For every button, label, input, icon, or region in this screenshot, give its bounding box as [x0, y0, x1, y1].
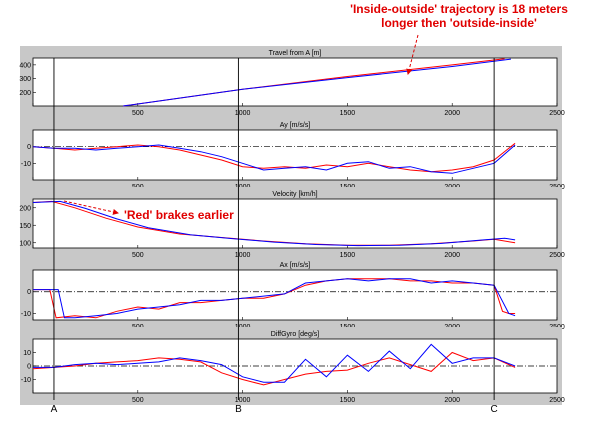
plot-area [32, 269, 558, 321]
y-tick-label: 0 [27, 144, 31, 151]
plot-area [32, 198, 558, 249]
series-line-blue [123, 58, 511, 107]
x-tick-label: 1000 [235, 252, 251, 259]
series-line-blue [32, 200, 516, 247]
trajectory-annotation-line2: longer then 'outside-inside' [381, 16, 537, 30]
y-tick-label: -10 [21, 311, 31, 318]
y-tick-label: 200 [19, 90, 31, 97]
x-tick-label: 2500 [549, 397, 565, 404]
plot-area [32, 129, 558, 181]
series-line-red [32, 142, 516, 173]
trajectory-arrow [406, 34, 419, 75]
x-tick-label: 2000 [444, 110, 460, 117]
panel-title: Ax [m/s/s] [280, 262, 311, 269]
panel-1: Travel from A [m] 200 300 400 500 1000 1500 200… [19, 46, 565, 118]
x-tick-label: 2500 [549, 252, 565, 259]
x-tick-label: 500 [132, 252, 144, 259]
y-tick-label: 0 [27, 289, 31, 296]
panel-title: Ay [m/s/s] [280, 122, 311, 129]
x-tick-label: 2500 [549, 110, 565, 117]
marker-label-c: C [491, 404, 498, 415]
x-tick-label: 1500 [340, 252, 356, 259]
panel-3: Velocity [km/h] 100 150 200 500 1000 1500 2000 2… [19, 187, 565, 260]
brakes-annotation: 'Red' brakes earlier [124, 208, 234, 222]
y-tick-label: 100 [19, 240, 31, 247]
panel-title: Velocity [km/h] [272, 191, 317, 198]
series-line-blue [32, 144, 516, 174]
marker-label-b: B [235, 404, 242, 415]
panel-2: Ay [m/s/s]-1005001000150020002500 [20, 118, 565, 192]
series-line-blue [33, 343, 516, 383]
plot-area [32, 57, 558, 107]
y-tick-label: 150 [19, 223, 31, 230]
series-line-blue [33, 278, 516, 319]
x-tick-label: 2000 [444, 397, 460, 404]
y-tick-label: -10 [21, 377, 31, 384]
x-tick-label: 1500 [340, 397, 356, 404]
trajectory-annotation: 'Inside-outside' trajectory is 18 meters… [318, 2, 600, 30]
x-tick-label: 500 [132, 110, 144, 117]
marker-label-a: A [51, 404, 58, 415]
y-tick-label: 10 [23, 350, 31, 357]
panel-title: DiffGyro [deg/s] [271, 331, 320, 338]
y-tick-label: -10 [21, 161, 31, 168]
panel-5: DiffGyro [deg/s] -10 0 10 500 1000 1500 2000 250… [20, 327, 565, 405]
panel-title: Travel from A [m] [269, 50, 322, 57]
x-tick-label: 500 [132, 397, 144, 404]
trajectory-annotation-line1: 'Inside-outside' trajectory is 18 meters [350, 2, 568, 16]
y-tick-label: 200 [19, 205, 31, 212]
y-tick-label: 400 [19, 62, 31, 69]
panel-4: Ax [m/s/s]-1005001000150020002500 [20, 258, 565, 332]
x-tick-label: 1000 [235, 397, 251, 404]
brakes-arrow [63, 200, 119, 215]
x-tick-label: 2000 [444, 252, 460, 259]
y-tick-label: 0 [27, 364, 31, 371]
x-tick-label: 1500 [340, 110, 356, 117]
y-tick-label: 300 [19, 76, 31, 83]
x-tick-label: 1000 [235, 110, 251, 117]
